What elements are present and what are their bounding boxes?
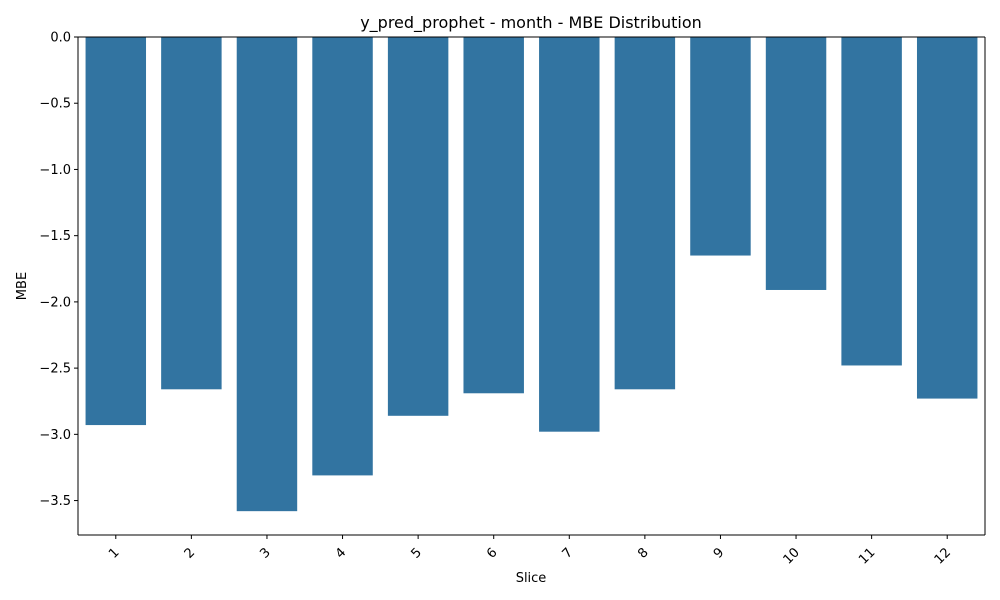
bar-5 [387, 37, 449, 416]
y-axis-label: MBE [15, 272, 30, 300]
y-tick-label: −3.0 [39, 428, 71, 443]
x-tick-label: 12 [932, 545, 954, 567]
bar-2 [161, 37, 222, 390]
y-tick-label: −1.0 [39, 163, 71, 178]
x-tick-label: 4 [333, 545, 349, 561]
y-tick-label: −2.5 [39, 362, 71, 377]
bar-3 [236, 37, 298, 512]
bar-11 [841, 37, 902, 366]
x-tick-label: 11 [856, 545, 878, 567]
bar-9 [690, 37, 751, 256]
x-tick-label: 6 [484, 545, 500, 561]
chart-title: y_pred_prophet - month - MBE Distributio… [360, 13, 702, 33]
x-tick-label: 3 [257, 545, 273, 561]
y-tick-label: −2.0 [39, 295, 71, 310]
bars-layer [85, 37, 978, 512]
bar-4 [312, 37, 373, 476]
y-tick-label: −3.5 [39, 494, 71, 509]
x-tick-label: 1 [106, 545, 122, 561]
y-tick-label: −0.5 [39, 97, 71, 112]
y-tick-label: 0.0 [50, 31, 71, 46]
x-tick-label: 2 [182, 545, 198, 561]
y-tick-label: −1.5 [39, 229, 71, 244]
bar-7 [539, 37, 600, 432]
x-tick-label: 8 [635, 545, 651, 561]
bar-1 [85, 37, 147, 426]
bar-10 [765, 37, 827, 290]
x-tick-label: 7 [560, 545, 576, 561]
axes-layer [77, 36, 986, 536]
bar-12 [916, 37, 978, 399]
x-tick-label: 9 [711, 545, 727, 561]
x-tick-label: 5 [408, 545, 424, 561]
x-tick-label: 10 [781, 545, 803, 567]
x-axis-label: Slice [516, 571, 547, 586]
bar-6 [463, 37, 524, 394]
bar-8 [614, 37, 676, 390]
